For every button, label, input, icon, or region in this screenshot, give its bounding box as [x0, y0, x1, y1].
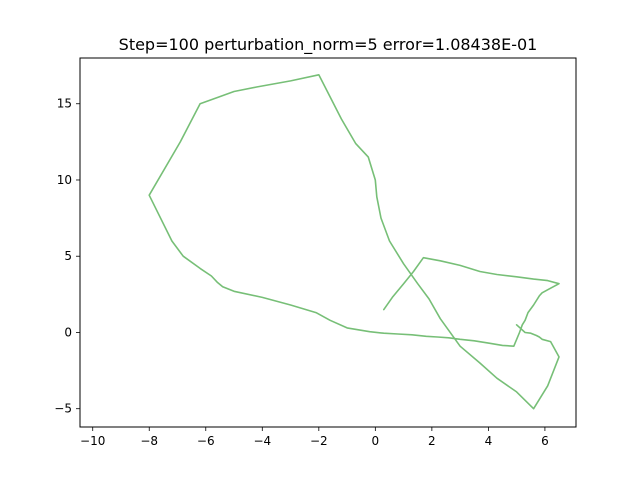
x-axis: −10 −8 −6 −4 −2 0 2 4 6 — [80, 427, 549, 448]
x-tick-label: −8 — [140, 434, 158, 448]
axes-frame — [79, 57, 577, 428]
x-tick-label: 6 — [541, 434, 549, 448]
plot-area — [148, 74, 560, 410]
chart-title: Step=100 perturbation_norm=5 error=1.084… — [119, 35, 538, 55]
y-tick-label: 5 — [64, 249, 72, 263]
x-tick-label: −4 — [253, 434, 271, 448]
x-tick-label: 0 — [372, 434, 380, 448]
x-tick-label: −2 — [310, 434, 328, 448]
x-tick-label: 2 — [428, 434, 436, 448]
y-tick-label: 0 — [64, 325, 72, 339]
x-tick-label: 4 — [485, 434, 493, 448]
x-tick-label: −6 — [197, 434, 215, 448]
y-axis: −5 0 5 10 15 — [54, 97, 80, 416]
x-tick-label: −10 — [80, 434, 105, 448]
series-line-0 — [148, 74, 560, 410]
y-tick-label: 15 — [57, 97, 72, 111]
y-tick-label: 10 — [57, 173, 72, 187]
y-tick-label: −5 — [54, 402, 72, 416]
